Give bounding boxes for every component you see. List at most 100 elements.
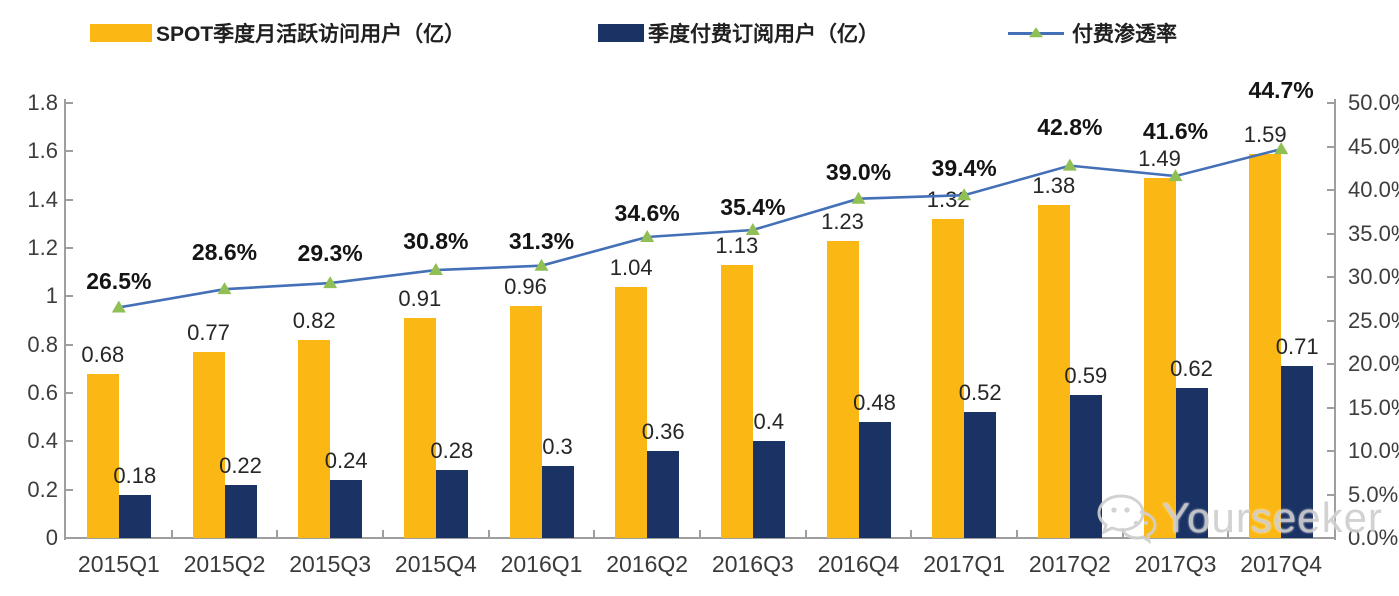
x-axis-tick bbox=[170, 530, 173, 538]
x-axis-tick bbox=[910, 530, 913, 538]
y-tick-label-left: 1.4 bbox=[27, 186, 58, 212]
penetration-label: 39.4% bbox=[931, 155, 997, 182]
y-axis-left-tick bbox=[66, 198, 73, 201]
watermark-text: Yourseeker bbox=[1162, 494, 1383, 541]
penetration-label: 39.0% bbox=[825, 158, 892, 185]
y-tick-label-left: 1 bbox=[45, 283, 58, 309]
y-axis-right-tick bbox=[1327, 363, 1334, 365]
y-axis-left-tick bbox=[66, 537, 73, 539]
y-tick-label-left: 1.2 bbox=[27, 235, 58, 260]
bar-mau bbox=[403, 318, 436, 538]
bar-paid bbox=[964, 412, 997, 538]
y-axis-right-tick bbox=[1327, 537, 1334, 539]
triangle-marker-icon bbox=[1062, 158, 1077, 171]
bar-label-paid: 0.36 bbox=[641, 419, 685, 444]
bar-mau bbox=[298, 339, 331, 538]
penetration-line bbox=[118, 147, 1282, 309]
bar-label-mau: 0.82 bbox=[292, 307, 336, 333]
y-tick-label-right: 25.0% bbox=[1348, 307, 1399, 333]
x-tick-label: 2015Q2 bbox=[183, 551, 266, 577]
penetration-label: 35.4% bbox=[720, 194, 786, 221]
x-tick-label: 2015Q4 bbox=[394, 551, 477, 577]
penetration-label: 31.3% bbox=[508, 227, 575, 254]
triangle-marker-icon bbox=[640, 229, 655, 242]
triangle-marker-icon bbox=[851, 191, 866, 204]
bar-paid bbox=[118, 494, 151, 538]
bar-label-mau: 1.23 bbox=[821, 208, 864, 234]
y-axis-right-tick bbox=[1327, 145, 1334, 148]
triangle-marker-icon bbox=[217, 282, 232, 295]
bar-paid bbox=[752, 441, 785, 538]
triangle-marker-icon bbox=[111, 300, 126, 313]
y-tick-label-right: 45.0% bbox=[1348, 133, 1399, 159]
y-axis-left-tick bbox=[66, 102, 73, 104]
penetration-label: 29.3% bbox=[297, 240, 363, 267]
x-axis-tick bbox=[382, 530, 384, 538]
x-axis-tick bbox=[276, 530, 279, 538]
x-axis bbox=[64, 537, 1336, 539]
penetration-label: 30.8% bbox=[403, 228, 469, 255]
y-axis-left-tick bbox=[66, 150, 73, 153]
bar-paid bbox=[541, 465, 574, 538]
y-tick-label-left: 0.2 bbox=[27, 476, 58, 502]
legend-label-paid: 季度付费订阅用户（亿） bbox=[648, 23, 879, 46]
triangle-marker-icon bbox=[534, 258, 549, 271]
bar-label-mau: 0.96 bbox=[504, 274, 547, 299]
y-axis-left-tick bbox=[66, 295, 73, 298]
bar-label-mau: 1.59 bbox=[1243, 121, 1287, 147]
x-axis-tick bbox=[699, 530, 701, 538]
bar-label-mau: 0.68 bbox=[81, 341, 125, 367]
y-tick-label-right: 0.0% bbox=[1348, 525, 1399, 550]
legend-label-penetration: 付费渗透率 bbox=[1072, 23, 1177, 46]
bar-paid bbox=[1281, 366, 1314, 538]
bar-label-paid: 0.52 bbox=[958, 380, 1002, 406]
bar-mau bbox=[86, 373, 119, 538]
legend-item-paid: 季度付费订阅用户（亿） bbox=[598, 20, 879, 46]
bar-label-paid: 0.3 bbox=[542, 433, 573, 459]
bar-mau bbox=[615, 286, 648, 538]
x-axis-tick bbox=[593, 530, 596, 538]
bar-mau bbox=[720, 264, 753, 538]
bar-mau bbox=[932, 219, 965, 538]
legend-swatch-paid bbox=[598, 24, 644, 42]
y-axis-right-tick bbox=[1327, 319, 1334, 322]
y-axis-left-tick bbox=[66, 440, 73, 443]
bar-label-mau: 0.91 bbox=[398, 286, 442, 312]
y-tick-label-right: 5.0% bbox=[1348, 481, 1399, 507]
y-axis-right-tick bbox=[1327, 276, 1334, 278]
wechat-icon bbox=[1097, 494, 1157, 544]
x-axis-tick bbox=[1227, 530, 1230, 538]
bar-paid bbox=[1069, 395, 1102, 538]
y-tick-label-right: 30.0% bbox=[1348, 264, 1399, 289]
bar-label-paid: 0.62 bbox=[1170, 356, 1213, 382]
y-tick-label-left: 1.6 bbox=[27, 138, 58, 164]
watermark: Yourseeker bbox=[1096, 492, 1383, 544]
x-tick-label: 2017Q4 bbox=[1240, 551, 1323, 577]
y-axis-left-tick bbox=[66, 343, 73, 346]
x-tick-label: 2017Q2 bbox=[1028, 551, 1111, 577]
triangle-marker-icon bbox=[323, 276, 338, 289]
bar-label-paid: 0.71 bbox=[1275, 334, 1319, 360]
y-axis-right-tick bbox=[1327, 450, 1334, 452]
x-tick-label: 2016Q2 bbox=[606, 551, 689, 577]
y-tick-label-right: 15.0% bbox=[1348, 394, 1399, 420]
x-axis-tick bbox=[487, 530, 490, 538]
penetration-label: 34.6% bbox=[614, 199, 680, 226]
x-tick-label: 2016Q4 bbox=[817, 551, 900, 577]
triangle-marker-icon bbox=[428, 263, 443, 276]
y-axis-right bbox=[1334, 99, 1336, 540]
bar-label-mau: 1.13 bbox=[715, 232, 759, 258]
bar-label-mau: 0.77 bbox=[187, 319, 230, 345]
y-axis-right-tick bbox=[1327, 232, 1334, 235]
y-tick-label-right: 50.0% bbox=[1348, 90, 1399, 115]
penetration-label: 26.5% bbox=[86, 268, 152, 295]
bar-label-mau: 1.04 bbox=[609, 254, 653, 280]
penetration-label: 42.8% bbox=[1037, 113, 1103, 140]
x-axis-tick bbox=[1121, 530, 1124, 538]
bar-label-mau: 1.38 bbox=[1032, 172, 1076, 198]
bar-label-paid: 0.18 bbox=[113, 462, 157, 488]
bar-paid bbox=[858, 422, 891, 538]
x-tick-label: 2015Q3 bbox=[289, 551, 372, 577]
legend-line-sample bbox=[1008, 27, 1064, 38]
